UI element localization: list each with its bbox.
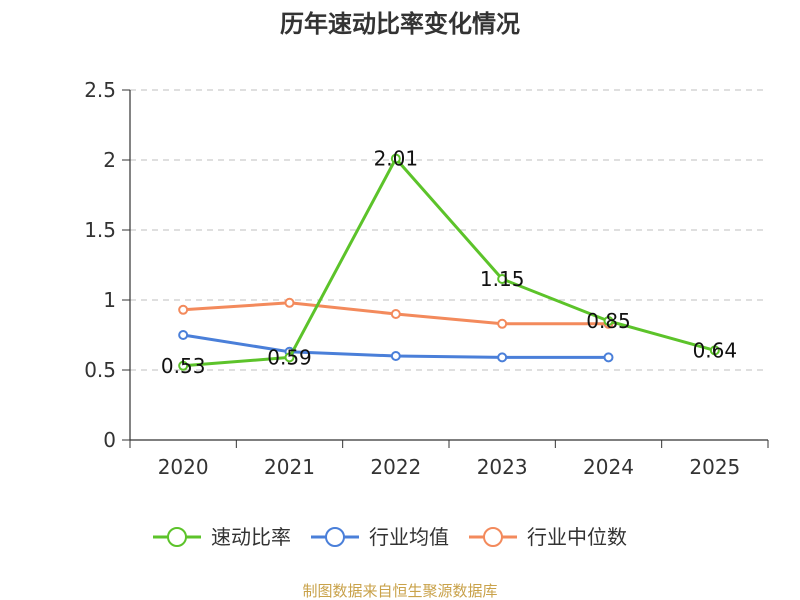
legend-item-2[interactable]: 行业中位数 (469, 525, 627, 549)
x-tick-label: 2021 (264, 455, 315, 479)
chart-title: 历年速动比率变化情况 (280, 10, 520, 38)
legend-label: 行业均值 (369, 525, 449, 549)
data-point (497, 318, 508, 329)
x-tick-label: 2023 (477, 455, 528, 479)
series-group (178, 153, 720, 371)
legend-marker (483, 527, 503, 547)
data-point (178, 330, 189, 340)
y-tick-label: 1.5 (84, 218, 116, 242)
legend-item-1[interactable]: 行业均值 (311, 525, 449, 549)
data-label: 0.53 (161, 354, 206, 378)
legend-label: 行业中位数 (527, 525, 627, 549)
data-label: 0.85 (586, 309, 631, 333)
data-labels: 0.53 0.59 2.01 1.15 0.85 0.64 (161, 147, 737, 378)
data-point (603, 316, 614, 326)
axes: 0 0.5 1 1.5 2 2.5 2020 2021 2022 2023 2024 2025 (84, 78, 769, 479)
data-point (284, 297, 295, 308)
data-point (178, 304, 189, 315)
data-point (390, 309, 401, 319)
y-tick-label: 2.5 (84, 78, 116, 102)
y-tick-label: 2 (103, 148, 116, 172)
legend-marker (167, 527, 187, 547)
data-point (284, 352, 295, 363)
data-label: 2.01 (374, 147, 419, 171)
data-point (390, 153, 401, 164)
legend-label: 速动比率 (211, 525, 291, 549)
y-tick-label: 0.5 (84, 358, 116, 382)
y-tick-label: 0 (103, 428, 116, 452)
data-point (497, 274, 508, 284)
legend[interactable]: 速动比率 行业均值 行业中位数 (153, 525, 627, 549)
series-line-0 (183, 157, 716, 368)
data-point (178, 360, 189, 371)
x-tick-label: 2020 (158, 455, 209, 479)
data-point (390, 351, 401, 361)
data-point (497, 352, 508, 363)
grid-lines (130, 89, 768, 371)
data-label: 0.64 (693, 338, 738, 362)
y-tick-label: 1 (103, 288, 116, 312)
x-tick-label: 2022 (370, 455, 421, 479)
data-label: 0.59 (267, 345, 312, 369)
x-tick-label: 2025 (689, 455, 740, 479)
data-point (709, 345, 720, 356)
legend-marker (325, 527, 345, 547)
x-tick-label: 2024 (583, 455, 634, 479)
source-note: 制图数据来自恒生聚源数据库 (302, 582, 497, 600)
data-label: 1.15 (480, 267, 525, 291)
data-point (603, 352, 614, 363)
legend-item-0[interactable]: 速动比率 (153, 525, 291, 549)
